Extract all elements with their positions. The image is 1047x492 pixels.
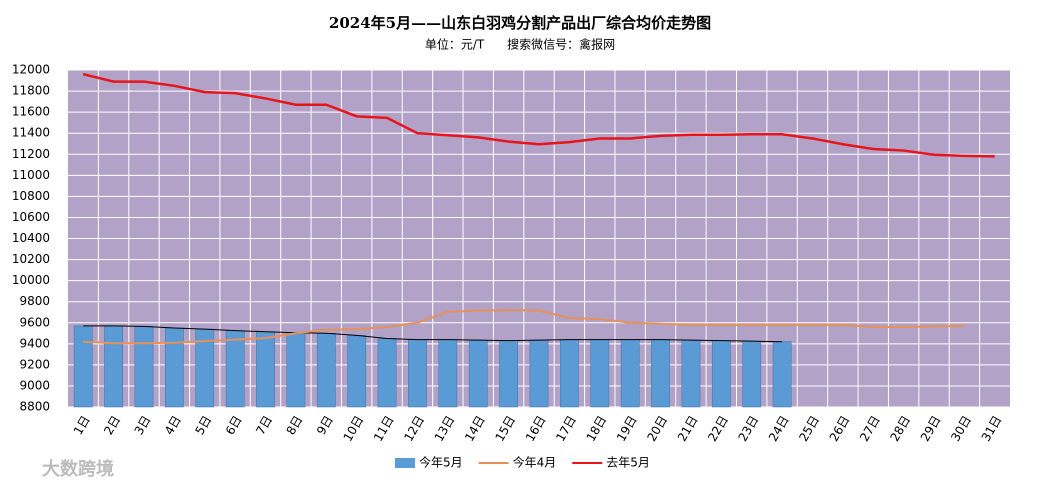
x-tick-label: 18日	[584, 413, 610, 444]
chart-subtitle: 单位：元/T 搜索微信号：禽报网	[425, 37, 615, 52]
x-tick-label: 8日	[284, 413, 306, 437]
x-tick-label: 29日	[918, 413, 944, 444]
y-tick-label: 10800	[12, 189, 50, 203]
legend-label: 今年4月	[513, 455, 557, 470]
bar	[772, 341, 792, 408]
bar	[468, 339, 488, 408]
bar	[408, 339, 427, 408]
bar	[73, 325, 93, 408]
x-tick-label: 27日	[857, 413, 883, 444]
bar	[529, 339, 549, 408]
x-tick-label: 16日	[523, 413, 549, 444]
legend-label: 去年5月	[606, 456, 650, 470]
bar	[256, 331, 275, 408]
chart-title: 2024年5月——山东白羽鸡分割产品出厂综合均价走势图	[329, 14, 711, 32]
x-tick-label: 23日	[736, 413, 762, 444]
x-tick-label: 19日	[614, 413, 640, 444]
x-tick-label: 5日	[192, 413, 214, 437]
y-tick-label: 10400	[12, 231, 50, 245]
x-tick-label: 11日	[371, 413, 397, 444]
y-tick-label: 11400	[12, 126, 50, 140]
x-tick-label: 12日	[401, 413, 427, 444]
x-tick-label: 31日	[979, 413, 1005, 444]
bar	[104, 325, 123, 408]
x-tick-label: 10日	[341, 413, 367, 444]
bar	[316, 333, 336, 408]
legend-swatch	[395, 458, 415, 468]
y-tick-label: 9600	[19, 315, 50, 329]
y-tick-label: 11800	[12, 84, 50, 98]
x-tick-label: 28日	[888, 413, 914, 444]
line	[83, 309, 965, 345]
x-tick-label: 2日	[101, 413, 123, 437]
x-tick-label: 26日	[827, 413, 853, 444]
bar	[286, 332, 306, 408]
x-tick-label: 21日	[675, 413, 701, 444]
x-tick-label: 1日	[71, 413, 93, 437]
bar	[560, 339, 579, 408]
y-tick-label: 9200	[19, 357, 50, 371]
x-tick-label: 24日	[766, 413, 792, 444]
x-tick-label: 6日	[223, 413, 245, 437]
legend-label: 今年5月	[419, 455, 463, 470]
x-tick-label: 22日	[705, 413, 731, 444]
bar	[499, 340, 518, 408]
x-tick-label: 4日	[162, 413, 184, 437]
x-tick-label: 7日	[253, 413, 275, 437]
watermark: 大数跨境	[42, 458, 114, 480]
y-tick-label: 11200	[12, 147, 50, 161]
bar	[164, 327, 184, 408]
x-tick-label: 25日	[796, 413, 822, 444]
bar	[742, 340, 762, 408]
bar	[438, 339, 458, 408]
x-tick-label: 14日	[462, 413, 488, 444]
y-tick-label: 9800	[19, 294, 50, 308]
bar	[134, 326, 154, 408]
y-tick-label: 8800	[19, 400, 50, 414]
y-tick-label: 9400	[19, 336, 50, 350]
bar	[225, 330, 245, 408]
y-tick-label: 10000	[12, 273, 50, 287]
bar	[590, 339, 610, 408]
x-tick-label: 15日	[492, 413, 518, 444]
bar	[377, 338, 397, 408]
x-tick-label: 9日	[314, 413, 336, 437]
bar	[681, 339, 701, 408]
y-tick-label: 12000	[12, 63, 50, 77]
x-tick-label: 20日	[644, 413, 670, 444]
y-tick-label: 11600	[12, 105, 50, 119]
y-tick-label: 10600	[12, 210, 50, 224]
bar	[711, 340, 731, 408]
bar	[620, 339, 640, 408]
x-tick-label: 13日	[432, 413, 458, 444]
bar	[651, 339, 670, 408]
y-tick-label: 9000	[19, 378, 50, 392]
line	[82, 72, 995, 158]
x-tick-label: 3日	[132, 413, 154, 437]
y-tick-label: 10200	[12, 252, 50, 266]
trend-line	[83, 325, 783, 343]
x-tick-label: 30日	[948, 413, 974, 444]
x-tick-label: 17日	[553, 413, 579, 444]
bar	[347, 335, 367, 408]
y-tick-label: 11000	[12, 168, 50, 182]
